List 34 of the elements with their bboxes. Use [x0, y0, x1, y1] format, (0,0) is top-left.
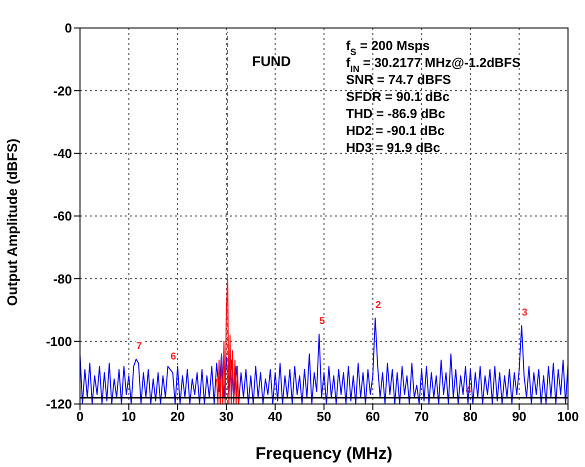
annotation: 6: [170, 352, 176, 363]
annotation: 7: [136, 341, 142, 352]
x-tick-label: 90: [512, 409, 526, 424]
x-tick-label: 60: [366, 409, 380, 424]
annotation: f$_{S}$ = 200 Msps: [346, 38, 430, 57]
y-tick-label: -120: [46, 396, 72, 412]
x-tick-label: 10: [122, 409, 136, 424]
annotation: HD3 = 91.9 dBc: [346, 140, 440, 155]
x-tick-label: 30: [219, 409, 234, 424]
annotation: f$_{IN}$ = 30.2177 MHz@-1.2dBFS: [346, 55, 521, 74]
x-tick-label: 80: [463, 409, 478, 424]
annotation: THD = -86.9 dBc: [346, 106, 446, 121]
y-tick-label: -60: [53, 208, 72, 224]
y-tick-label: -20: [53, 83, 72, 98]
x-tick-label: 20: [170, 409, 185, 424]
x-tick-label: 50: [316, 409, 332, 424]
y-tick-label: -40: [53, 146, 72, 161]
y-tick-label: -100: [46, 334, 72, 349]
x-tick-label: 70: [414, 409, 429, 424]
annotation: HD2 = -90.1 dBc: [346, 123, 445, 138]
y-axis-title: Output Amplitude (dBFS): [4, 138, 20, 306]
annotation: SFDR = 90.1 dBc: [346, 89, 450, 104]
y-tick-label: -80: [53, 271, 72, 286]
x-tick-label: 40: [268, 409, 282, 424]
annotation: 3: [522, 308, 528, 319]
annotation: 2: [375, 300, 382, 312]
x-tick-label: 100: [557, 409, 579, 424]
annotation: FUND: [252, 52, 291, 69]
annotation: 5: [319, 316, 326, 328]
annotation: SNR = 74.7 dBFS: [346, 72, 452, 87]
x-axis-title: Frequency (MHz): [256, 444, 392, 463]
x-tick-label: 0: [76, 409, 84, 424]
line-series: [216, 278, 240, 404]
y-tick-label: 0: [64, 20, 72, 36]
